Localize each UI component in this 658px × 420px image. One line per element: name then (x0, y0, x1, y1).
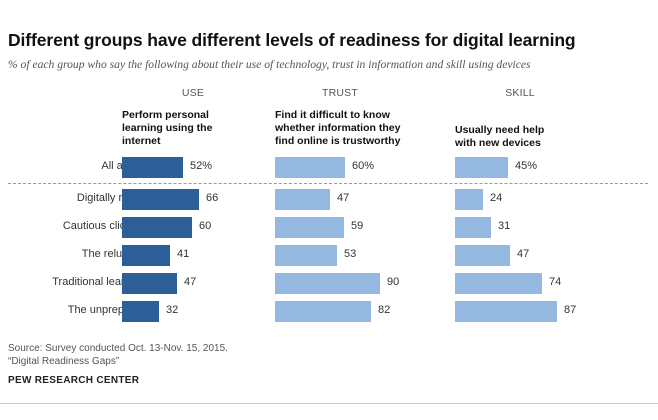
value-label: 32 (166, 304, 179, 316)
bar-skill (455, 273, 542, 294)
divider-line (8, 183, 648, 184)
column-label-skill: Usually need help with new devices (455, 124, 544, 150)
bar-use (122, 157, 183, 178)
source-line: Source: Survey conducted Oct. 13-Nov. 15… (8, 343, 228, 354)
bar-trust (275, 217, 344, 238)
column-label-line: Find it difficult to know (275, 109, 390, 121)
column-label-trust: Find it difficult to know whether informa… (275, 109, 400, 148)
value-label: 53 (344, 248, 357, 260)
bar-trust (275, 273, 380, 294)
column-label-use: Perform personal learning using the intern… (122, 109, 212, 148)
section-header-use: USE (181, 87, 205, 99)
value-label: 74 (549, 276, 562, 288)
bar-trust (275, 245, 337, 266)
bar-use (122, 245, 170, 266)
value-label: 87 (564, 304, 577, 316)
value-label: 90 (387, 276, 400, 288)
value-label: 60% (352, 160, 375, 172)
value-label: 52% (190, 160, 213, 172)
chart-title: Different groups have different levels o… (8, 30, 576, 50)
column-label-line: learning using the (122, 122, 213, 134)
bar-trust (275, 301, 371, 322)
bar-use (122, 217, 192, 238)
bar-trust (275, 157, 345, 178)
value-label: 24 (490, 192, 503, 204)
value-label: 59 (351, 220, 364, 232)
report-name: “Digital Readiness Gaps” (8, 356, 120, 367)
value-label: 47 (517, 248, 530, 260)
bar-skill (455, 245, 510, 266)
section-header-skill: SKILL (505, 87, 535, 99)
bar-skill (455, 217, 491, 238)
bar-use (122, 301, 159, 322)
value-label: 66 (206, 192, 219, 204)
column-label-line: Usually need help (455, 124, 545, 136)
value-label: 60 (199, 220, 212, 232)
value-label: 47 (184, 276, 197, 288)
column-label-line: whether information they (275, 122, 401, 134)
column-label-line: find online is trustworthy (275, 135, 401, 147)
bar-skill (455, 189, 483, 210)
bar-trust (275, 189, 330, 210)
column-label-line: with new devices (455, 137, 541, 149)
section-header-trust: TRUST (322, 87, 358, 99)
bottom-rule (0, 403, 658, 404)
value-label: 82 (378, 304, 391, 316)
value-label: 41 (177, 248, 190, 260)
column-label-line: internet (122, 135, 161, 147)
source-note: Source: Survey conducted Oct. 13-Nov. 15… (8, 342, 228, 368)
brand-name: PEW RESEARCH CENTER (8, 375, 140, 386)
column-label-line: Perform personal (122, 109, 209, 121)
value-label: 31 (498, 220, 511, 232)
chart-subtitle: % of each group who say the following ab… (8, 58, 531, 71)
bar-use (122, 189, 199, 210)
bar-skill (455, 157, 508, 178)
bar-skill (455, 301, 557, 322)
value-label: 47 (337, 192, 350, 204)
bar-use (122, 273, 177, 294)
value-label: 45% (515, 160, 538, 172)
